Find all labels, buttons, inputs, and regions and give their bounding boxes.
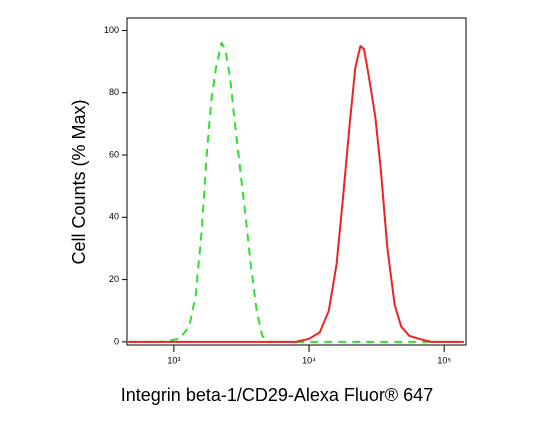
- y-tick-label: 80: [109, 87, 119, 97]
- y-tick-label: 100: [104, 25, 119, 35]
- y-tick-label: 0: [114, 336, 119, 346]
- x-tick-label: 10⁴: [302, 355, 316, 365]
- series-line: [128, 41, 464, 343]
- y-tick-label: 20: [109, 274, 119, 284]
- x-tick-label: 10³: [167, 355, 180, 365]
- x-tick-label: 10⁵: [437, 355, 451, 365]
- y-tick-label: 60: [109, 149, 119, 159]
- plot-frame: [126, 17, 467, 346]
- y-axis-label: Cell Counts (% Max): [69, 99, 89, 264]
- x-axis-label: Integrin beta-1/CD29-Alexa Fluor® 647: [121, 385, 433, 405]
- series-line: [128, 45, 464, 343]
- y-tick-label: 40: [109, 212, 119, 222]
